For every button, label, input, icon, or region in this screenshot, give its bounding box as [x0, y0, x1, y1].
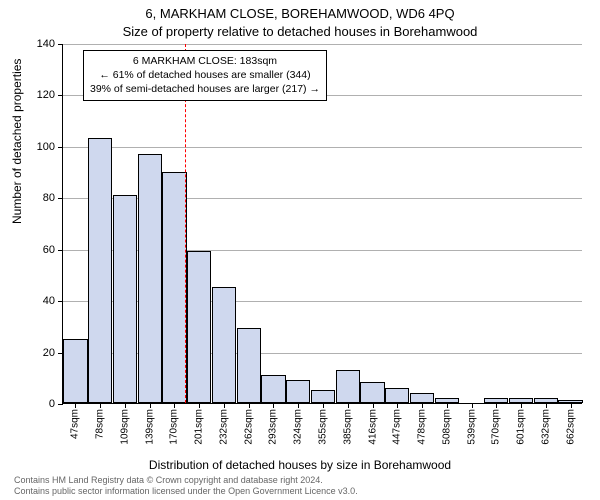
x-tick-label: 293sqm: [268, 409, 279, 445]
y-tick-label: 140: [37, 38, 55, 50]
y-tick-label: 40: [43, 295, 55, 307]
chart-title-sub: Size of property relative to detached ho…: [0, 24, 600, 39]
histogram-bar: [311, 390, 335, 403]
x-tick-label: 170sqm: [169, 409, 180, 445]
callout-line-1: 6 MARKHAM CLOSE: 183sqm: [90, 54, 320, 68]
x-tick-mark: [100, 403, 101, 408]
x-tick-label: 416sqm: [367, 409, 378, 445]
histogram-bar: [336, 370, 360, 403]
histogram-bar: [286, 380, 310, 403]
y-tick-mark: [58, 301, 63, 302]
x-tick-mark: [273, 403, 274, 408]
y-tick-label: 20: [43, 347, 55, 359]
x-tick-mark: [348, 403, 349, 408]
y-tick-mark: [58, 198, 63, 199]
x-tick-mark: [75, 403, 76, 408]
chart-plot-area: 02040608010012014047sqm78sqm109sqm139sqm…: [62, 44, 582, 404]
histogram-bar: [187, 251, 211, 403]
x-tick-label: 478sqm: [417, 409, 428, 445]
x-tick-mark: [323, 403, 324, 408]
x-tick-mark: [298, 403, 299, 408]
grid-line: [63, 44, 582, 45]
x-tick-label: 447sqm: [392, 409, 403, 445]
callout-box: 6 MARKHAM CLOSE: 183sqm ← 61% of detache…: [83, 50, 327, 101]
histogram-bar: [113, 195, 137, 403]
histogram-bar: [360, 382, 384, 403]
x-tick-mark: [373, 403, 374, 408]
footer-line-2: Contains public sector information licen…: [14, 486, 358, 496]
y-tick-mark: [58, 147, 63, 148]
histogram-bar: [385, 388, 409, 403]
y-tick-label: 120: [37, 89, 55, 101]
x-tick-label: 355sqm: [318, 409, 329, 445]
x-tick-label: 78sqm: [95, 409, 106, 439]
x-tick-label: 662sqm: [565, 409, 576, 445]
y-tick-label: 100: [37, 141, 55, 153]
y-axis-label: Number of detached properties: [10, 59, 24, 224]
x-tick-mark: [174, 403, 175, 408]
x-tick-mark: [199, 403, 200, 408]
x-tick-label: 601sqm: [516, 409, 527, 445]
x-tick-mark: [224, 403, 225, 408]
histogram-bar: [261, 375, 285, 403]
y-tick-mark: [58, 44, 63, 45]
x-tick-label: 632sqm: [540, 409, 551, 445]
y-tick-label: 60: [43, 244, 55, 256]
histogram-bar: [212, 287, 236, 403]
x-tick-mark: [496, 403, 497, 408]
callout-line-3: 39% of semi-detached houses are larger (…: [90, 82, 320, 96]
x-tick-label: 539sqm: [466, 409, 477, 445]
y-tick-mark: [58, 404, 63, 405]
histogram-bar: [237, 328, 261, 403]
y-tick-label: 0: [49, 398, 55, 410]
histogram-bar: [162, 172, 186, 403]
footer-line-1: Contains HM Land Registry data © Crown c…: [14, 475, 358, 485]
x-tick-mark: [447, 403, 448, 408]
x-tick-mark: [125, 403, 126, 408]
chart-footer: Contains HM Land Registry data © Crown c…: [14, 475, 358, 496]
x-tick-label: 201sqm: [194, 409, 205, 445]
x-tick-mark: [249, 403, 250, 408]
callout-line-2: ← 61% of detached houses are smaller (34…: [90, 68, 320, 82]
x-tick-label: 109sqm: [119, 409, 130, 445]
y-tick-mark: [58, 250, 63, 251]
chart-title-main: 6, MARKHAM CLOSE, BOREHAMWOOD, WD6 4PQ: [0, 6, 600, 21]
grid-line: [63, 147, 582, 148]
y-tick-mark: [58, 95, 63, 96]
x-tick-mark: [472, 403, 473, 408]
histogram-bar: [410, 393, 434, 403]
x-tick-label: 139sqm: [144, 409, 155, 445]
histogram-bar: [63, 339, 87, 403]
x-tick-mark: [521, 403, 522, 408]
x-tick-label: 570sqm: [491, 409, 502, 445]
x-tick-mark: [571, 403, 572, 408]
x-tick-label: 508sqm: [441, 409, 452, 445]
x-tick-label: 324sqm: [293, 409, 304, 445]
x-tick-mark: [150, 403, 151, 408]
y-tick-label: 80: [43, 192, 55, 204]
x-axis-label: Distribution of detached houses by size …: [0, 458, 600, 472]
x-tick-mark: [422, 403, 423, 408]
x-tick-label: 47sqm: [70, 409, 81, 439]
x-tick-label: 385sqm: [342, 409, 353, 445]
x-tick-mark: [397, 403, 398, 408]
histogram-bar: [138, 154, 162, 403]
histogram-bar: [88, 138, 112, 403]
x-tick-label: 232sqm: [218, 409, 229, 445]
x-tick-mark: [546, 403, 547, 408]
x-tick-label: 262sqm: [243, 409, 254, 445]
